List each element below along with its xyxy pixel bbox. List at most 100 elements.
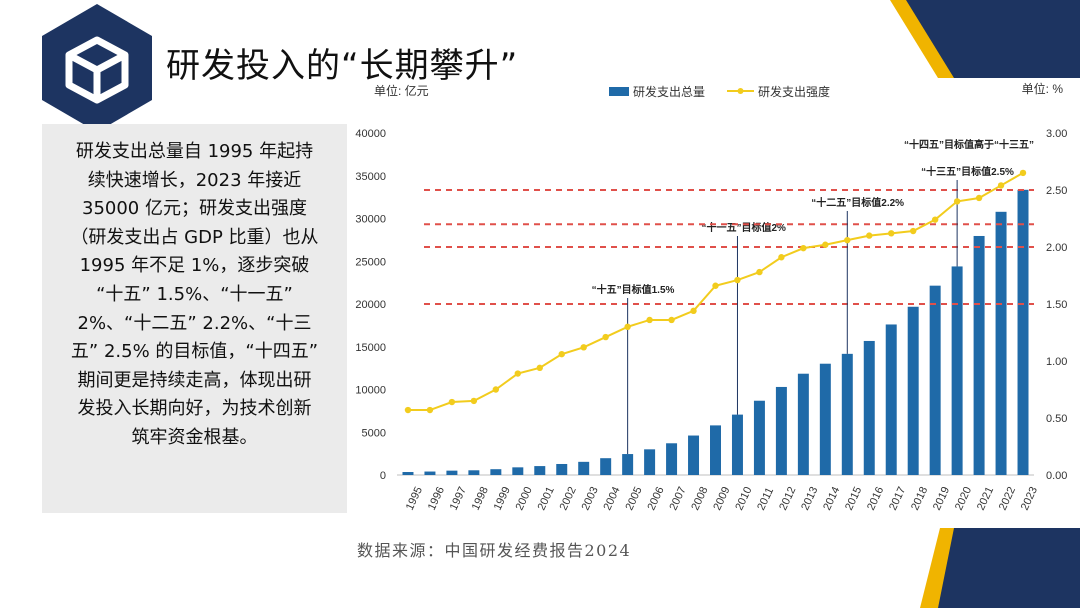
bar-1996 <box>424 471 436 475</box>
intensity-point-2016 <box>866 232 873 239</box>
page-title: 研发投入的“长期攀升” <box>166 46 519 86</box>
bar-2000 <box>512 467 524 475</box>
bar-1998 <box>468 470 480 475</box>
intensity-point-2000 <box>514 370 522 377</box>
intensity-point-1995 <box>404 406 412 414</box>
y-left-tick: 5000 <box>362 427 386 439</box>
summary-text: 研发支出总量自 1995 年起持续快速增长，2023 年接近 35000 亿元；… <box>70 141 319 448</box>
bar-2007 <box>666 443 678 475</box>
y-left-tick: 40000 <box>355 128 386 140</box>
target-label-2005: “十五”目标值1.5% <box>592 283 675 296</box>
x-tick-2001: 2001 <box>536 485 557 512</box>
x-tick-2013: 2013 <box>799 485 820 512</box>
y-right-tick: 3.00 <box>1046 128 1067 140</box>
x-tick-1997: 1997 <box>448 485 469 512</box>
x-tick-2008: 2008 <box>689 485 710 512</box>
target-label-2015: “十二五”目标值2.2% <box>811 196 904 209</box>
legend-bar-label: 研发支出总量 <box>633 84 705 99</box>
intensity-point-2022 <box>997 182 1005 189</box>
x-tick-1995: 1995 <box>404 485 425 512</box>
bar-2018 <box>907 306 919 475</box>
bar-1999 <box>490 469 502 475</box>
intensity-point-1996 <box>426 406 434 414</box>
x-tick-1998: 1998 <box>470 485 491 512</box>
intensity-point-2006 <box>646 316 653 324</box>
intensity-point-2017 <box>888 230 895 237</box>
y-left-tick: 25000 <box>355 256 386 268</box>
bar-2011 <box>753 400 765 475</box>
bar-2015 <box>841 353 853 475</box>
bar-1997 <box>446 470 458 475</box>
bar-1995 <box>402 472 414 475</box>
data-source: 数据来源：中国研发经费报告2024 <box>357 541 632 560</box>
x-tick-1999: 1999 <box>492 485 513 512</box>
legend-line-marker <box>737 88 744 94</box>
x-tick-2018: 2018 <box>909 485 930 512</box>
y-right-unit: 单位: % <box>1022 81 1064 96</box>
bar-2016 <box>863 340 875 475</box>
intensity-point-2018 <box>909 227 917 235</box>
x-tick-2011: 2011 <box>755 486 776 513</box>
bar-2022 <box>995 211 1007 475</box>
x-tick-2002: 2002 <box>558 485 579 512</box>
x-tick-2004: 2004 <box>602 485 623 512</box>
summary-box: 研发支出总量自 1995 年起持续快速增长，2023 年接近 35000 亿元；… <box>42 124 347 513</box>
bar-2009 <box>710 425 721 475</box>
legend-bar-swatch <box>609 87 629 96</box>
bar-2021 <box>973 235 985 475</box>
intensity-point-1998 <box>470 397 478 405</box>
x-tick-2021: 2021 <box>975 485 996 512</box>
intensity-point-1997 <box>448 398 456 406</box>
x-tick-2014: 2014 <box>821 485 842 512</box>
intensity-point-2011 <box>756 268 763 276</box>
x-tick-2023: 2023 <box>1019 485 1040 512</box>
bar-2005 <box>622 454 634 475</box>
x-tick-2016: 2016 <box>865 485 886 512</box>
y-left-tick: 30000 <box>355 214 386 226</box>
x-tick-2000: 2000 <box>514 485 535 512</box>
bar-2012 <box>775 386 787 475</box>
legend-line-label: 研发支出强度 <box>758 84 830 99</box>
x-tick-2022: 2022 <box>997 485 1018 512</box>
x-tick-2015: 2015 <box>843 485 864 512</box>
y-left-tick: 35000 <box>355 171 386 183</box>
intensity-point-2007 <box>668 316 675 324</box>
corner-decoration-top <box>890 0 1080 78</box>
x-tick-2009: 2009 <box>711 485 732 512</box>
y-left-tick: 0 <box>380 470 386 482</box>
bar-2013 <box>797 373 809 475</box>
corner-decoration-bottom <box>920 528 1080 608</box>
intensity-point-2021 <box>975 194 983 202</box>
bar-2006 <box>644 449 656 475</box>
intensity-point-2005 <box>624 323 631 330</box>
y-right-tick: 2.00 <box>1046 242 1067 254</box>
intensity-point-2013 <box>800 244 807 252</box>
bar-2003 <box>578 461 590 475</box>
x-tick-2005: 2005 <box>623 485 644 512</box>
x-tick-2019: 2019 <box>931 485 952 512</box>
target-label-2020: “十三五”目标值2.5% <box>921 165 1014 178</box>
intensity-point-2014 <box>822 241 829 248</box>
intensity-point-2015 <box>844 236 851 244</box>
intensity-point-1999 <box>492 386 500 393</box>
y-right-tick: 0.00 <box>1046 470 1067 482</box>
y-right-tick: 0.50 <box>1046 413 1067 425</box>
x-tick-2020: 2020 <box>953 485 974 512</box>
y-left-tick: 10000 <box>355 385 386 397</box>
x-tick-2007: 2007 <box>667 485 688 512</box>
bar-2014 <box>819 363 831 475</box>
bar-2002 <box>556 463 568 475</box>
intensity-point-2020 <box>953 198 961 205</box>
target-label-2010: “十一五”目标值2% <box>701 221 786 234</box>
bar-2001 <box>534 466 546 475</box>
bar-2008 <box>688 435 700 475</box>
bar-2019 <box>929 285 941 475</box>
y-left-tick: 15000 <box>355 342 386 354</box>
intensity-point-2008 <box>690 307 697 315</box>
x-tick-2006: 2006 <box>645 485 666 512</box>
y-left-tick: 20000 <box>355 299 386 311</box>
intensity-point-2003 <box>580 344 587 351</box>
bar-2017 <box>885 324 897 475</box>
x-tick-1996: 1996 <box>426 485 447 512</box>
intensity-point-2010 <box>734 276 741 284</box>
